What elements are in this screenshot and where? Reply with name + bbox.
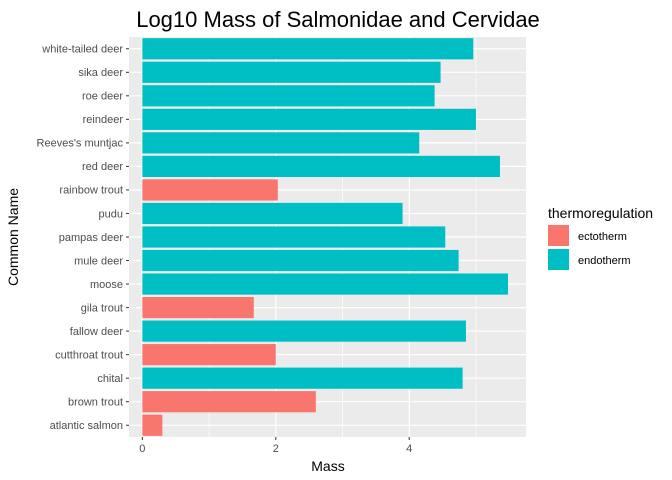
bar-mule-deer (142, 249, 459, 272)
bar-reeves-s-muntjac (142, 132, 420, 154)
legend-label-endotherm: endotherm (578, 255, 631, 267)
bar-sika-deer (142, 61, 441, 83)
bar-red-deer (142, 155, 500, 177)
y-tick-label: pampas deer (59, 232, 124, 244)
y-tick-label: gila trout (81, 302, 123, 314)
bar-white-tailed-deer (142, 38, 474, 60)
y-tick-label: fallow deer (70, 326, 124, 338)
bar-chital (142, 367, 463, 389)
y-tick-label: pudu (99, 208, 123, 220)
y-tick-label: cutthroat trout (55, 349, 123, 361)
x-tick-label: 4 (406, 443, 412, 455)
x-tick-label: 2 (273, 443, 279, 455)
bar-roe-deer (142, 85, 435, 107)
bar-fallow-deer (142, 320, 466, 342)
bars-group (142, 38, 508, 436)
bar-atlantic-salmon (142, 414, 163, 436)
bar-moose (142, 273, 508, 295)
y-tick-label: sika deer (78, 67, 123, 79)
y-tick-label: atlantic salmon (50, 420, 123, 432)
y-tick-label: white-tailed deer (41, 44, 123, 56)
y-tick-label: mule deer (74, 255, 123, 267)
legend-key-endotherm (548, 249, 569, 270)
x-axis: 0 2 4 (139, 437, 412, 455)
x-tick-label: 0 (139, 443, 145, 455)
y-axis-label: Common Name (5, 188, 21, 286)
bar-cutthroat-trout (142, 344, 276, 366)
chart-title: Log10 Mass of Salmonidae and Cervidae (136, 7, 540, 32)
y-tick-label: moose (90, 279, 123, 291)
legend-key-ectotherm (548, 225, 569, 246)
y-tick-label: Reeves's muntjac (37, 138, 124, 150)
bar-brown-trout (142, 391, 316, 413)
bar-reindeer (142, 108, 476, 130)
bar-rainbow-trout (142, 179, 278, 201)
bar-pudu (142, 202, 403, 225)
legend-title: thermoregulation (548, 205, 653, 221)
y-tick-label: red deer (82, 161, 123, 173)
y-tick-label: chital (97, 373, 123, 385)
y-tick-label: reindeer (83, 114, 124, 126)
legend-label-ectotherm: ectotherm (578, 231, 627, 243)
legend: thermoregulation ectotherm endotherm (548, 205, 653, 270)
bar-gila-trout (142, 297, 254, 319)
y-axis: atlantic salmon brown trout chital cutthroa… (37, 44, 129, 432)
x-axis-label: Mass (311, 458, 344, 474)
y-tick-label: rainbow trout (59, 185, 123, 197)
bar-pampas-deer (142, 226, 446, 248)
y-tick-label: brown trout (68, 397, 123, 409)
y-tick-label: roe deer (82, 91, 123, 103)
